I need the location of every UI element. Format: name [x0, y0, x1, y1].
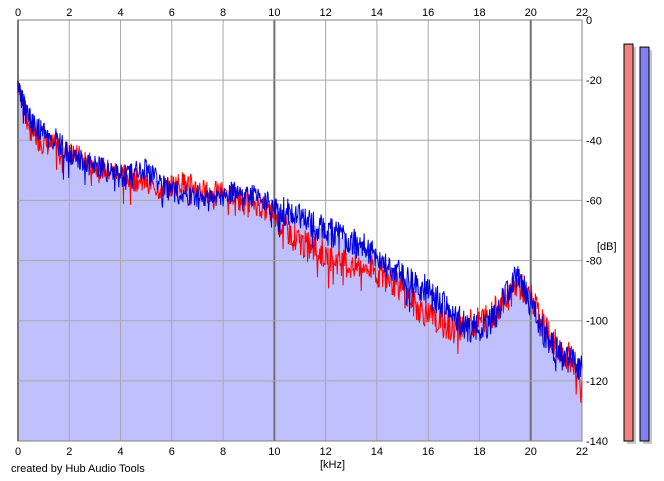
- series-lines: [17, 80, 583, 403]
- level-meter-1: [623, 43, 634, 442]
- x-tick-label-bottom: 4: [117, 446, 123, 458]
- axis-tick-labels: 002244668810101212141416161818202022220-…: [15, 7, 608, 458]
- plot-frame: [17, 19, 583, 442]
- x-tick-label-bottom: 6: [169, 446, 175, 458]
- y-tick-label: -140: [586, 436, 608, 448]
- y-tick-label: -20: [586, 75, 602, 87]
- y-tick-label: -120: [586, 376, 608, 388]
- x-tick-label-top: 14: [371, 7, 383, 19]
- series-line-1: [17, 80, 583, 403]
- x-tick-label-bottom: 2: [66, 446, 72, 458]
- x-tick-label-top: 18: [473, 7, 485, 19]
- y-tick-label: -60: [586, 195, 602, 207]
- x-tick-label-top: 20: [525, 7, 537, 19]
- x-tick-label-top: 6: [169, 7, 175, 19]
- credit-text: created by Hub Audio Tools: [11, 463, 145, 475]
- y-axis-label: [dB]: [597, 241, 617, 253]
- level-meters: [623, 43, 652, 445]
- x-tick-label-bottom: 8: [220, 446, 226, 458]
- x-tick-label-bottom: 14: [371, 446, 383, 458]
- x-tick-label-top: 16: [422, 7, 434, 19]
- y-tick-label: 0: [586, 15, 592, 27]
- x-tick-label-top: 22: [576, 7, 588, 19]
- y-tick-label: -80: [586, 256, 602, 268]
- y-tick-label: -40: [586, 135, 602, 147]
- level-meter-2: [639, 46, 650, 442]
- x-tick-label-bottom: 12: [320, 446, 332, 458]
- x-tick-label-top: 4: [117, 7, 123, 19]
- x-tick-label-bottom: 22: [576, 446, 588, 458]
- x-tick-label-top: 0: [15, 7, 21, 19]
- x-tick-label-top: 12: [320, 7, 332, 19]
- x-tick-label-bottom: 16: [422, 446, 434, 458]
- x-tick-label-top: 10: [268, 7, 280, 19]
- x-tick-label-top: 8: [220, 7, 226, 19]
- y-tick-label: -100: [586, 316, 608, 328]
- x-tick-label-bottom: 20: [525, 446, 537, 458]
- series-line-2: [17, 80, 583, 380]
- x-tick-label-bottom: 10: [268, 446, 280, 458]
- x-tick-label-bottom: 0: [15, 446, 21, 458]
- x-axis-label: [kHz]: [320, 459, 345, 471]
- x-tick-label-bottom: 18: [473, 446, 485, 458]
- x-tick-label-top: 2: [66, 7, 72, 19]
